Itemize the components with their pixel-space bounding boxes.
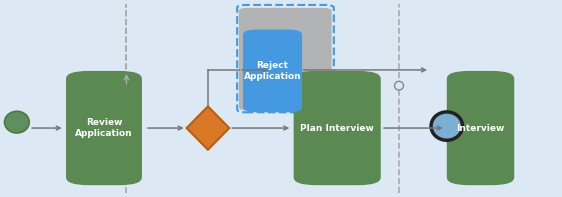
FancyBboxPatch shape xyxy=(239,8,332,110)
Polygon shape xyxy=(187,106,229,150)
FancyBboxPatch shape xyxy=(66,71,142,185)
FancyBboxPatch shape xyxy=(243,30,302,112)
Text: Interview: Interview xyxy=(456,124,505,133)
Ellipse shape xyxy=(395,81,404,90)
Ellipse shape xyxy=(431,112,463,140)
Text: Review
Application: Review Application xyxy=(75,118,133,138)
Text: Plan Interview: Plan Interview xyxy=(300,124,374,133)
Text: Reject
Application: Reject Application xyxy=(244,61,301,81)
Ellipse shape xyxy=(4,111,29,133)
FancyBboxPatch shape xyxy=(293,71,381,185)
FancyBboxPatch shape xyxy=(447,71,514,185)
